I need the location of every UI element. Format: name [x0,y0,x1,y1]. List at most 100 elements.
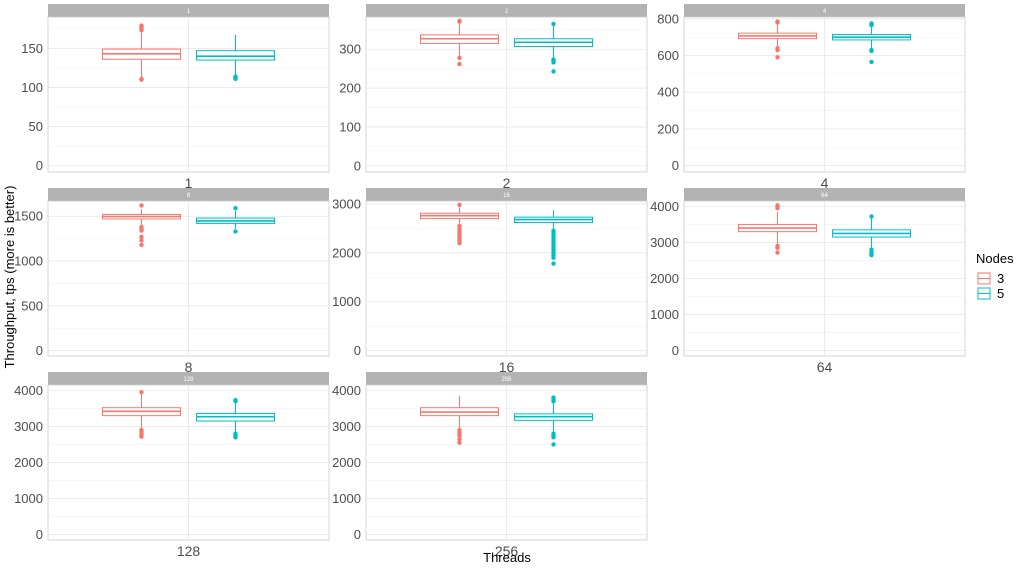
x-tick-label: 2 [503,175,511,191]
y-tick-label: 1000 [14,491,43,506]
box-nodes-3 [420,395,499,445]
y-tick-label: 200 [657,121,679,136]
box-nodes-3 [738,203,817,255]
facet-strip [366,372,647,385]
facet-strip [48,188,329,201]
outlier-point [139,242,144,248]
outlier-point [457,427,462,433]
y-tick-label: 2000 [332,455,361,470]
box-nodes-3 [420,18,499,67]
legend-label: 3 [997,271,1004,286]
outlier-point [775,19,780,24]
y-tick-label: 2000 [14,455,43,470]
outlier-point [775,250,780,255]
y-tick-label: 0 [354,158,361,173]
y-tick-label: 400 [657,85,679,100]
y-tick-label: 800 [657,11,679,26]
outlier-point [869,247,874,252]
outlier-point [551,442,556,447]
y-tick-label: 4000 [14,383,43,398]
box-nodes-3 [738,19,817,60]
y-tick-label: 0 [36,527,43,542]
facet-panel-64: 64 0 1000 2000 3000 4000 64 [650,188,966,375]
facet-strip [684,4,965,17]
outlier-point [457,202,462,208]
legend-label: 5 [997,286,1004,301]
outlier-point [551,69,556,74]
outlier-point [775,203,780,208]
y-tick-label: 1000 [650,307,679,322]
facet-panels: 1050100150120100200300240200400600800480… [14,4,966,559]
facet-panel-4: 4 0 200 400 600 800 4 [657,4,966,191]
facet-strip-label: 8 [187,193,191,199]
outlier-point [457,61,462,67]
y-axis-title: Throughput, tps (more is better) [2,186,17,369]
facet-strip-label: 4 [823,9,827,15]
box-nodes-3 [102,23,181,82]
y-tick-label: 50 [29,119,43,134]
y-tick-label: 0 [36,158,43,173]
box-nodes-5 [514,21,593,74]
outlier-point [139,238,144,243]
facet-strip-label: 2 [505,9,509,15]
y-tick-label: 4000 [650,199,679,214]
facet-panel-16: 16 0 1000 2000 3000 16 [332,188,648,375]
facet-strip-label: 128 [183,377,194,383]
legend-item-5: 5 [977,286,1004,301]
outlier-point [457,436,462,442]
box-nodes-3 [102,390,181,439]
outlier-point [869,47,874,53]
x-axis-title: Threads [483,550,531,565]
box-nodes-3 [420,202,499,246]
outlier-point [775,243,780,249]
y-tick-label: 300 [339,42,361,57]
outlier-point [139,23,144,28]
y-tick-label: 200 [339,81,361,96]
outlier-point [457,55,462,60]
outlier-point [139,234,144,240]
x-tick-label: 8 [185,359,193,375]
y-tick-label: 3000 [14,419,43,434]
outlier-point [551,395,556,400]
outlier-point [551,57,556,62]
y-tick-label: 100 [339,119,361,134]
y-tick-label: 150 [21,41,43,56]
facet-strip-label: 1 [187,9,191,15]
box-nodes-3 [102,203,181,248]
outlier-point [233,229,238,234]
facet-panel-128: 128 0 1000 2000 3000 4000 128 [14,372,330,559]
y-tick-label: 2000 [332,245,361,260]
y-tick-label: 0 [672,343,679,358]
box-nodes-5 [196,397,275,440]
facet-panel-256: 256 0 1000 2000 3000 4000 256 [332,372,648,559]
outlier-point [869,214,874,219]
facet-strip [366,188,647,201]
y-tick-label: 3000 [332,196,361,211]
facet-strip [48,372,329,385]
box-nodes-5 [196,35,275,82]
y-tick-label: 500 [21,298,43,313]
facet-strip-label: 16 [503,193,510,199]
box-nodes-5 [514,210,593,266]
y-tick-label: 3000 [332,419,361,434]
y-tick-label: 1500 [14,209,43,224]
outlier-point [139,390,144,395]
outlier-point [869,59,874,65]
outlier-point [457,440,462,445]
outlier-point [233,397,238,403]
legend-title: Nodes [976,251,1014,266]
outlier-point [139,224,144,230]
outlier-point [869,21,874,26]
y-tick-label: 0 [354,343,361,358]
facet-strip [684,188,965,201]
x-tick-label: 1 [185,175,193,191]
y-tick-label: 0 [36,343,43,358]
outlier-point [457,18,462,24]
x-tick-label: 128 [177,543,201,559]
outlier-point [233,74,238,79]
outlier-point [551,21,556,27]
box-nodes-5 [514,395,593,447]
outlier-point [551,261,556,266]
x-tick-label: 64 [817,359,833,375]
outlier-point [139,76,144,82]
